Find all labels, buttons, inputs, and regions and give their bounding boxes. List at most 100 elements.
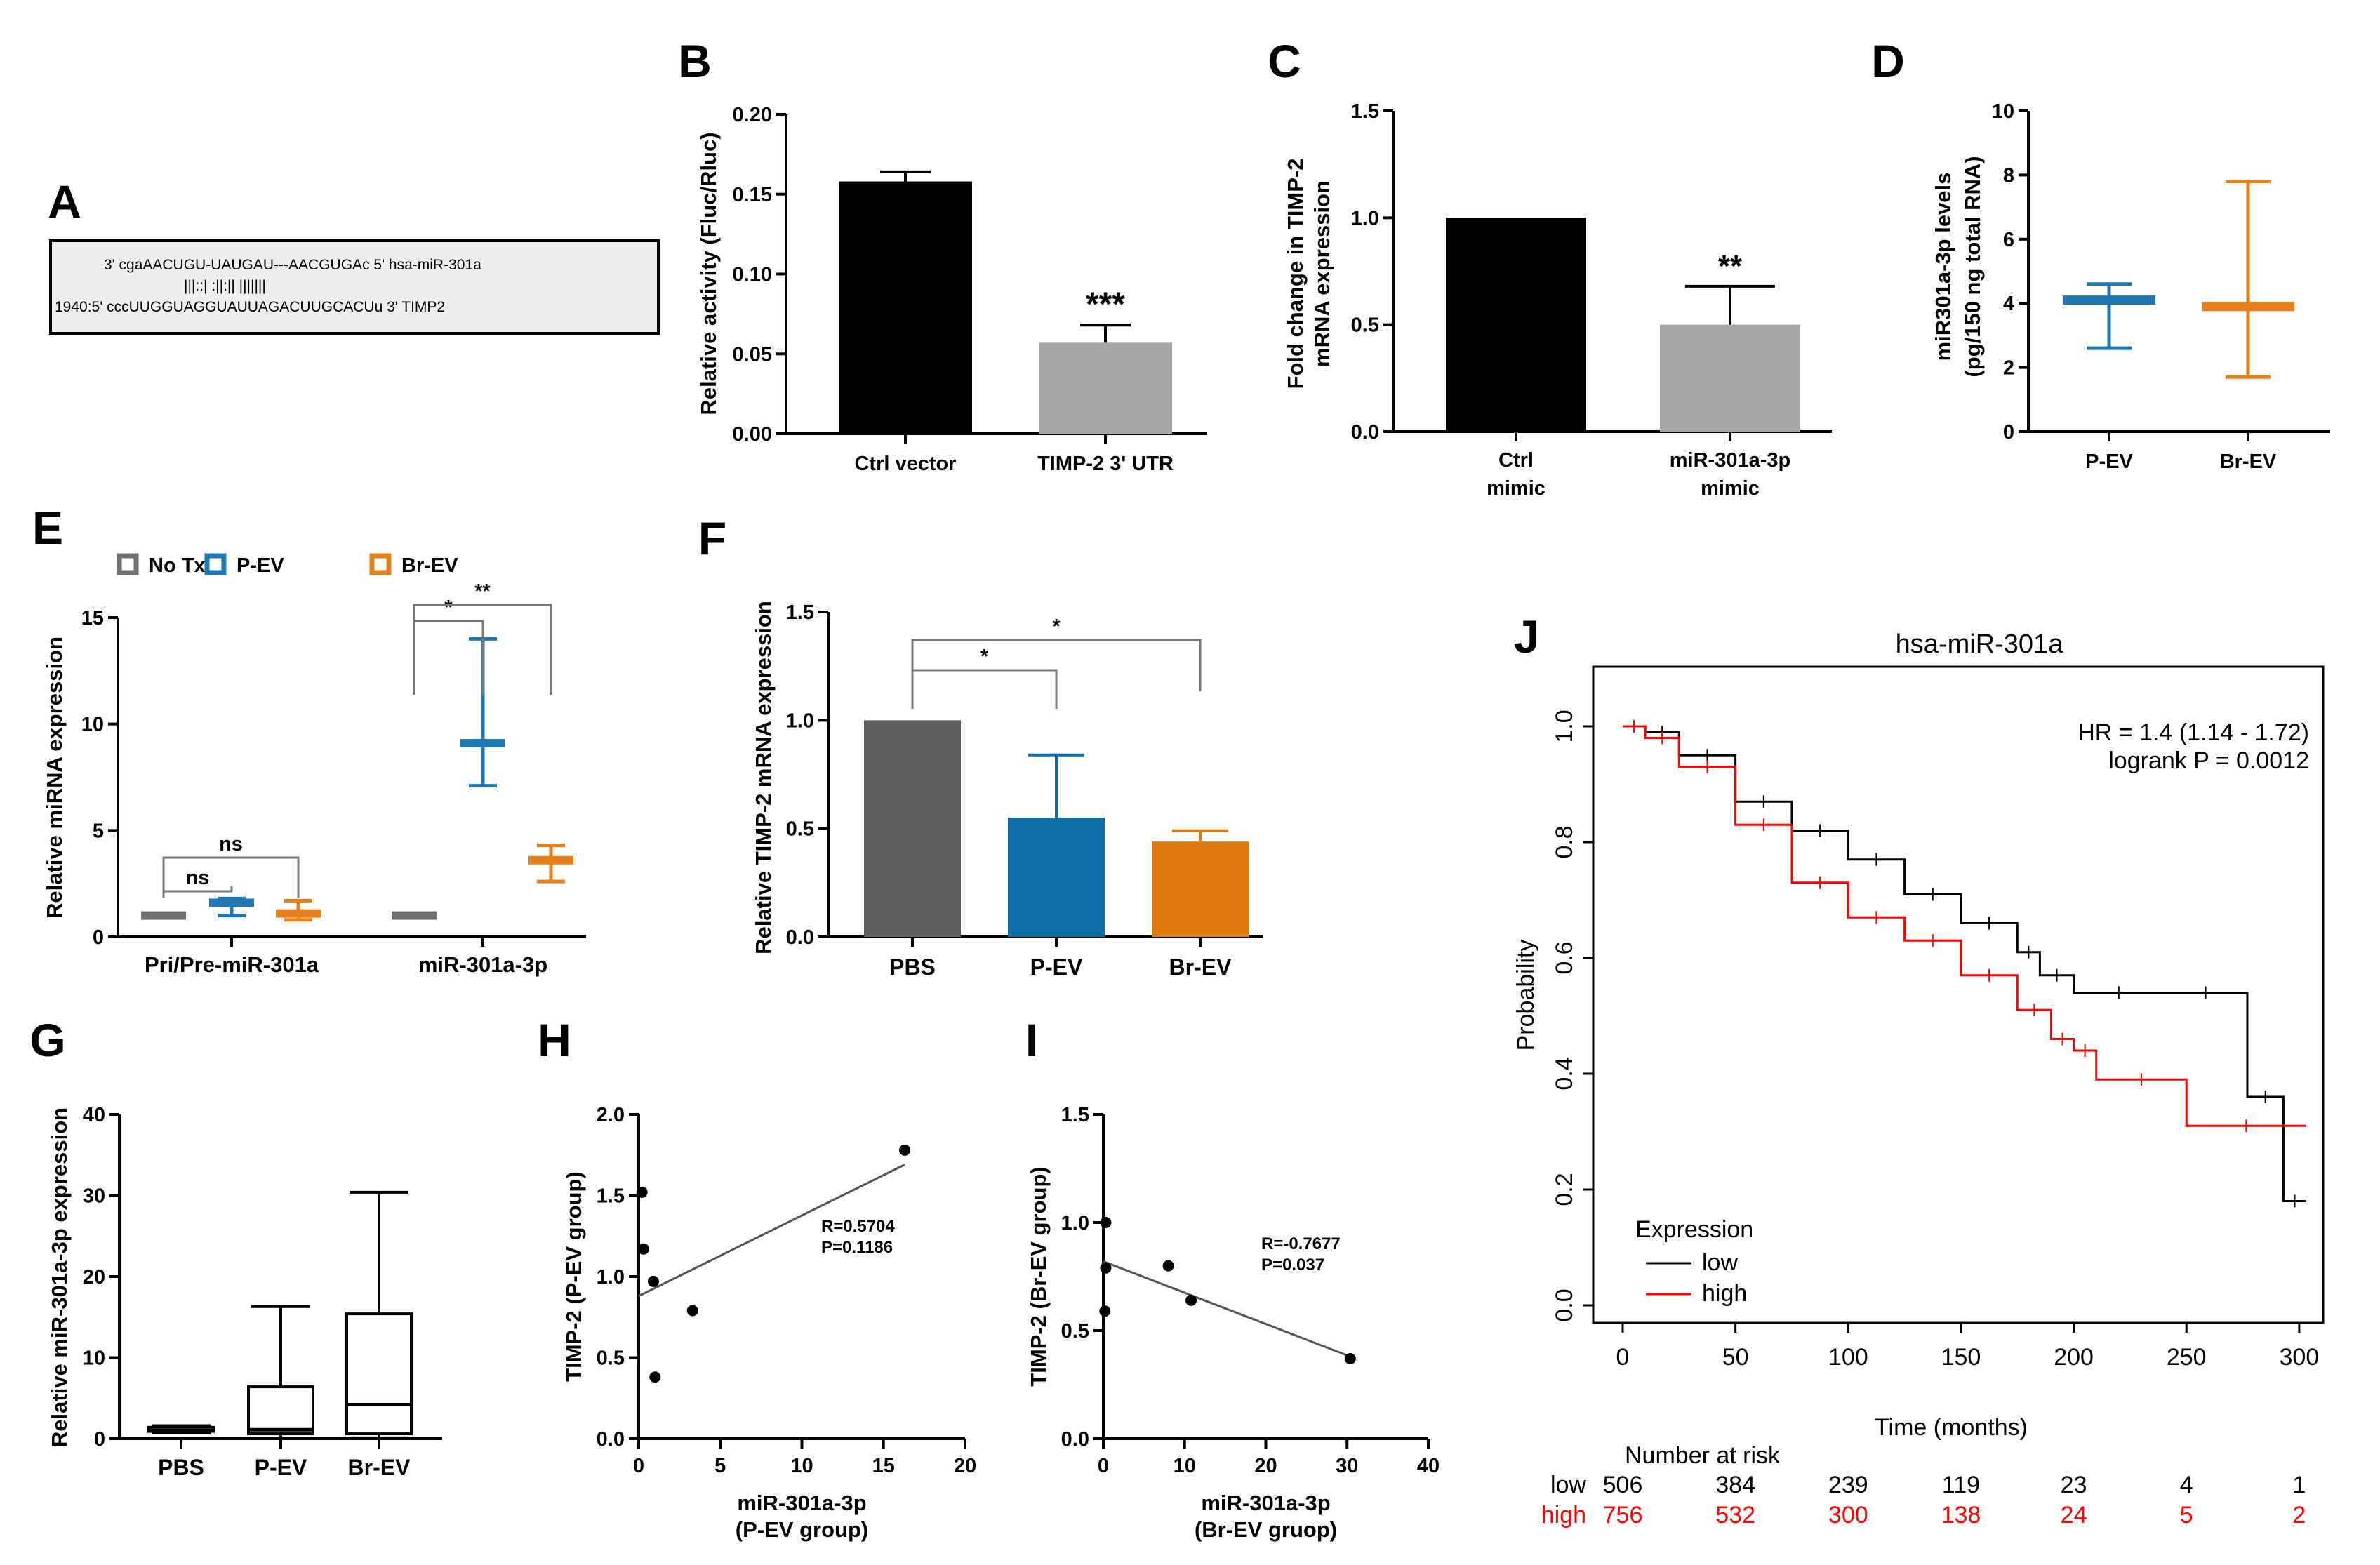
panel-j-x-tick-label: 100	[1828, 1344, 1868, 1371]
panel-j-risk-value: 119	[1942, 1472, 1980, 1498]
panel-i-point	[1100, 1262, 1112, 1274]
panel-e-legend-label: No Tx	[149, 554, 206, 577]
panel-f-x-tick-label: P-EV	[1030, 954, 1083, 980]
panel-j-legend-title: Expression	[1635, 1216, 1753, 1243]
panel-e-legend-label: Br-EV	[401, 554, 458, 577]
panel-d-y-tick-label: 0	[2003, 421, 2014, 444]
panel-i-y-tick-label: 1.5	[1061, 1104, 1089, 1126]
panel-i-annotation: P=0.037	[1261, 1256, 1324, 1274]
panel-b-y-tick-label: 0.20	[733, 104, 772, 126]
panel-d-y-tick-label: 10	[1992, 100, 2014, 123]
panel-j-x-tick-label: 50	[1722, 1344, 1749, 1371]
panel-f-bar	[1152, 841, 1249, 937]
panel-h-y-tick-label: 0.0	[597, 1428, 625, 1451]
panel-letter-h: H	[538, 1014, 571, 1066]
panel-e-y-axis-label: Relative miRNA expression	[42, 637, 67, 919]
panel-h-point	[898, 1144, 910, 1156]
panel-f-significance: *	[1052, 615, 1061, 638]
panel-g-y-tick-label: 0	[94, 1428, 105, 1451]
panel-j-risk-value: 138	[1941, 1502, 1981, 1529]
panel-b-y-axis-label: Relative activity (Fluc/Rluc)	[696, 132, 721, 415]
panel-e-x-tick-label: miR-301a-3p	[418, 952, 547, 977]
panel-j-y-axis-label: Probability	[1513, 940, 1539, 1051]
panel-b-bar	[1039, 342, 1172, 434]
panel-e-significance-bracket	[413, 620, 484, 695]
panel-j-risk-row-label: high	[1541, 1502, 1586, 1529]
panel-h-y-tick-label: 1.5	[597, 1185, 625, 1208]
panel-d-y-axis-label: miR301a-3p levels	[1931, 173, 1955, 361]
panel-j-risk-value: 239	[1828, 1472, 1868, 1498]
panel-j-risk-value: 4	[2180, 1472, 2193, 1498]
panel-c-significance: **	[1718, 249, 1743, 284]
panel-g-x-tick-label: Br-EV	[348, 1455, 411, 1480]
panel-b-bar	[839, 181, 972, 434]
panel-f-x-tick-label: PBS	[889, 954, 936, 980]
panel-j-legend-label: high	[1702, 1280, 1747, 1307]
panel-h-x-tick-label: 15	[872, 1455, 895, 1477]
panel-letter-i: I	[1025, 1014, 1038, 1066]
panel-g-x-tick-label: P-EV	[255, 1455, 307, 1480]
panel-g-y-tick-label: 10	[83, 1347, 105, 1370]
panel-g-y-axis-label: Relative miR-301a-3p expression	[47, 1107, 72, 1447]
panel-d-y-tick-label: 8	[2003, 164, 2014, 187]
panel-e-y-tick-label: 5	[93, 820, 104, 842]
panel-i-x-tick-label: 10	[1174, 1455, 1196, 1477]
panel-f-y-axis-label: Relative TIMP-2 mRNA expression	[751, 601, 776, 954]
panel-e-x-tick-label: Pri/Pre-miR-301a	[145, 952, 319, 977]
panel-h-x-tick-label: 5	[714, 1455, 726, 1477]
panel-d-y-tick-label: 6	[2003, 229, 2014, 251]
panel-e-significance-bracket	[413, 604, 552, 695]
panel-i-x-axis-label: (Br-EV gruop)	[1195, 1517, 1337, 1542]
panel-e-significance: **	[474, 580, 491, 603]
panel-f-y-tick-label: 0.0	[786, 926, 814, 949]
panel-g-box	[247, 1385, 314, 1436]
panel-letter-e: E	[32, 502, 63, 554]
panel-h-point	[649, 1371, 661, 1383]
alignment-pairing-line: |||::| :||:|| |||||||	[184, 278, 266, 294]
panel-d-y-tick-label: 4	[2003, 293, 2014, 315]
panel-i-point	[1099, 1305, 1111, 1317]
alignment-mirna-line: 3' cgaAACUGU-UAUGAU---AACGUGAc 5' hsa-mi…	[104, 257, 481, 273]
panel-h-x-tick-label: 10	[790, 1455, 813, 1477]
panel-c-y-axis-label: mRNA expression	[1310, 180, 1334, 367]
panel-i-x-axis-label: miR-301a-3p	[1201, 1491, 1330, 1515]
panel-c-bar	[1446, 218, 1586, 432]
panel-i-point	[1162, 1260, 1174, 1272]
panel-h-x-tick-label: 0	[633, 1455, 644, 1477]
panel-g-y-tick-label: 30	[83, 1185, 105, 1208]
panel-h-point	[636, 1186, 648, 1198]
panel-j-risk-value: 532	[1715, 1502, 1755, 1529]
panel-e-significance-bracket	[162, 856, 300, 898]
panel-j-x-tick-label: 0	[1616, 1344, 1630, 1371]
panel-j-risk-value: 300	[1828, 1502, 1868, 1529]
panel-f-bar	[864, 720, 961, 937]
panel-g-y-tick-label: 40	[83, 1104, 105, 1126]
panel-h-point	[686, 1305, 698, 1317]
panel-b-y-tick-label: 0.10	[733, 264, 772, 286]
panel-j-x-tick-label: 300	[2280, 1344, 2320, 1371]
panel-i-x-tick-label: 20	[1254, 1455, 1277, 1477]
panel-j-x-tick-label: 250	[2167, 1344, 2207, 1371]
panel-h-x-axis-label: miR-301a-3p	[737, 1491, 866, 1515]
panel-j-annotation: logrank P = 0.0012	[2108, 747, 2309, 774]
panel-d-x-tick-label: P-EV	[2085, 451, 2133, 473]
panel-j-y-tick-label: 0.0	[1551, 1288, 1578, 1321]
panel-i-y-tick-label: 0.5	[1061, 1320, 1089, 1343]
panel-f-y-tick-label: 1.0	[786, 710, 814, 732]
panel-letter-d: D	[1871, 35, 1905, 87]
panel-h-annotation: P=0.1186	[821, 1238, 893, 1257]
panel-j-y-tick-label: 0.4	[1551, 1057, 1578, 1090]
panel-f-y-tick-label: 1.5	[786, 601, 814, 624]
panel-letter-f: F	[698, 512, 726, 564]
panel-j-title: hsa-miR-301a	[1896, 630, 2064, 659]
panel-j-annotation: HR = 1.4 (1.14 - 1.72)	[2077, 719, 2309, 746]
panel-f-x-tick-label: Br-EV	[1169, 954, 1232, 980]
panel-i-point	[1185, 1294, 1197, 1306]
panel-j-x-tick-label: 200	[2054, 1344, 2094, 1371]
panel-e-legend-swatch	[369, 553, 392, 575]
panel-j-curve-low	[1623, 725, 2306, 1202]
panel-c-x-tick-label: mimic	[1701, 477, 1760, 500]
panel-j-risk-row-label: low	[1550, 1472, 1586, 1498]
panel-c-y-tick-label: 0.5	[1351, 314, 1379, 337]
